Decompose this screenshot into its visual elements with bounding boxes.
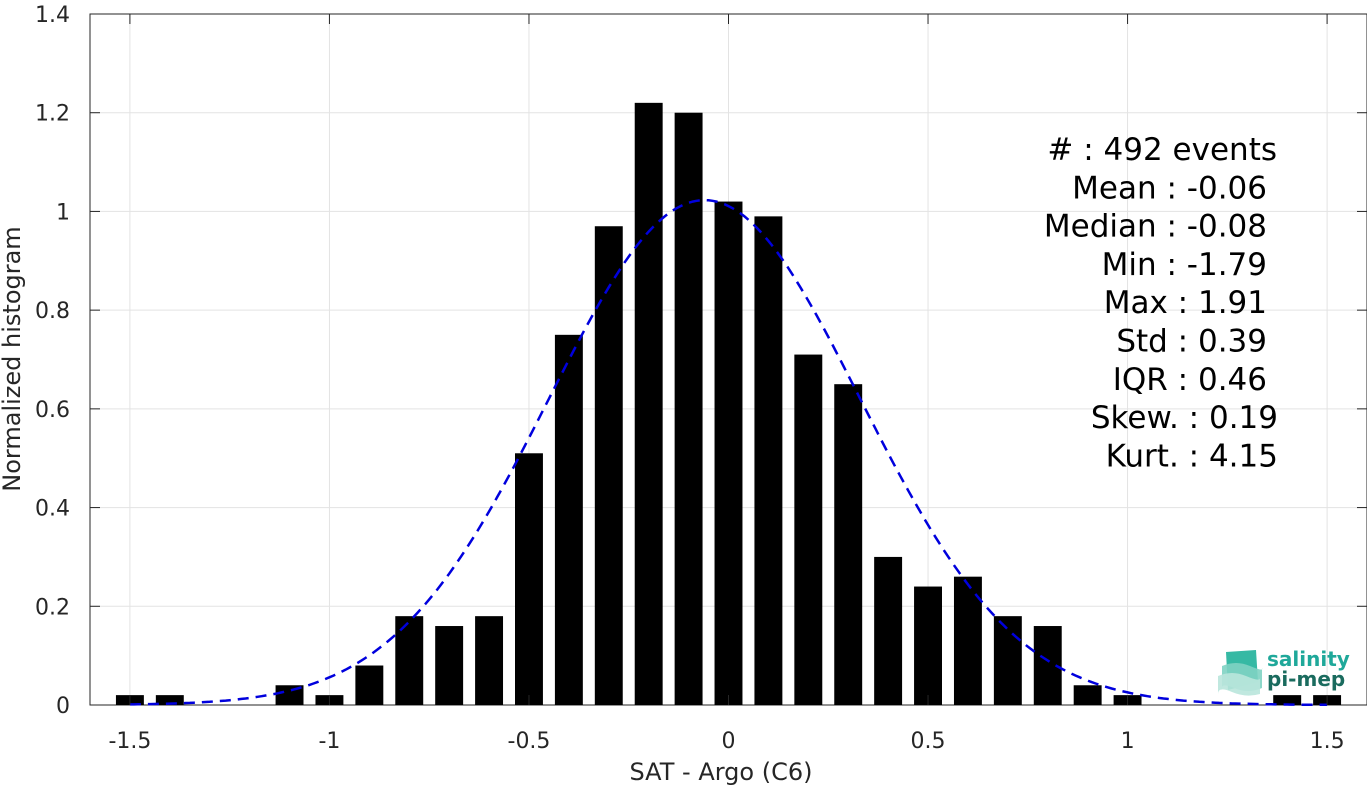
stat-line: Max : 1.91 xyxy=(1104,285,1267,321)
y-tick-labels: 0 0.2 0.4 0.6 0.8 1 1.2 1.4 xyxy=(35,3,70,719)
y-tick-label: 0.6 xyxy=(35,398,70,423)
stat-line: IQR : 0.46 xyxy=(1113,362,1267,398)
histogram-bar xyxy=(874,556,903,705)
y-tick-label: 1.2 xyxy=(35,102,70,127)
y-tick-label: 0.4 xyxy=(35,497,70,522)
histogram-bar xyxy=(275,685,304,705)
y-tick-label: 1.4 xyxy=(35,3,70,28)
histogram-bar xyxy=(554,334,583,705)
histogram-bar xyxy=(395,616,424,705)
x-tick-labels: -1.5 -1 -0.5 0 0.5 1 1.5 xyxy=(108,729,1344,754)
histogram-bar xyxy=(155,695,184,705)
x-tick-label: -0.5 xyxy=(508,729,551,754)
histogram-bar xyxy=(594,226,623,705)
gaussian-fit-curve xyxy=(129,198,1328,707)
logo-line-pimep: pi-mep xyxy=(1267,667,1345,691)
x-axis-title: SAT - Argo (C6) xyxy=(630,758,813,786)
histogram-bar xyxy=(355,665,384,705)
histogram-bar xyxy=(1273,695,1302,705)
y-tick-label: 0.8 xyxy=(35,299,70,324)
histogram-bar xyxy=(914,586,942,705)
histogram-bar xyxy=(475,616,504,705)
histogram-bar xyxy=(714,201,743,706)
histogram-bar xyxy=(1073,685,1102,705)
salinity-pi-mep-logo: salinity pi-mep xyxy=(1218,647,1350,696)
x-tick-label: 0 xyxy=(722,729,736,754)
x-tick-label: 1 xyxy=(1121,729,1135,754)
stat-line: Median : -0.08 xyxy=(1044,209,1267,245)
histogram-bar xyxy=(794,354,823,705)
y-tick-label: 0.2 xyxy=(35,595,70,620)
y-tick-label: 0 xyxy=(56,694,70,719)
histogram-bar xyxy=(634,102,663,706)
waves-icon xyxy=(1218,650,1263,696)
x-tick-label: -1 xyxy=(318,729,340,754)
histogram-bar xyxy=(993,616,1022,705)
histogram-bar xyxy=(754,216,783,705)
stat-line: Kurt. : 4.15 xyxy=(1106,438,1278,474)
histogram-bar xyxy=(435,626,464,705)
histogram-bar xyxy=(674,112,703,705)
histogram-bar xyxy=(515,453,543,705)
logo-line-salinity: salinity xyxy=(1267,647,1350,671)
y-tick-label: 1 xyxy=(56,200,70,225)
stat-line: Std : 0.39 xyxy=(1116,324,1267,360)
stat-line: Skew. : 0.19 xyxy=(1091,400,1278,436)
y-axis-title: Normalized histogram xyxy=(0,226,26,491)
stat-line: # : 492 events xyxy=(1047,132,1277,168)
stat-line: Min : -1.79 xyxy=(1102,247,1267,283)
axis-ticks xyxy=(90,13,1367,706)
stat-line: Mean : -0.06 xyxy=(1072,170,1267,206)
x-tick-label: 1.5 xyxy=(1310,729,1345,754)
histogram-bar xyxy=(834,384,863,705)
x-tick-label: 0.5 xyxy=(911,729,946,754)
x-tick-label: -1.5 xyxy=(108,729,151,754)
